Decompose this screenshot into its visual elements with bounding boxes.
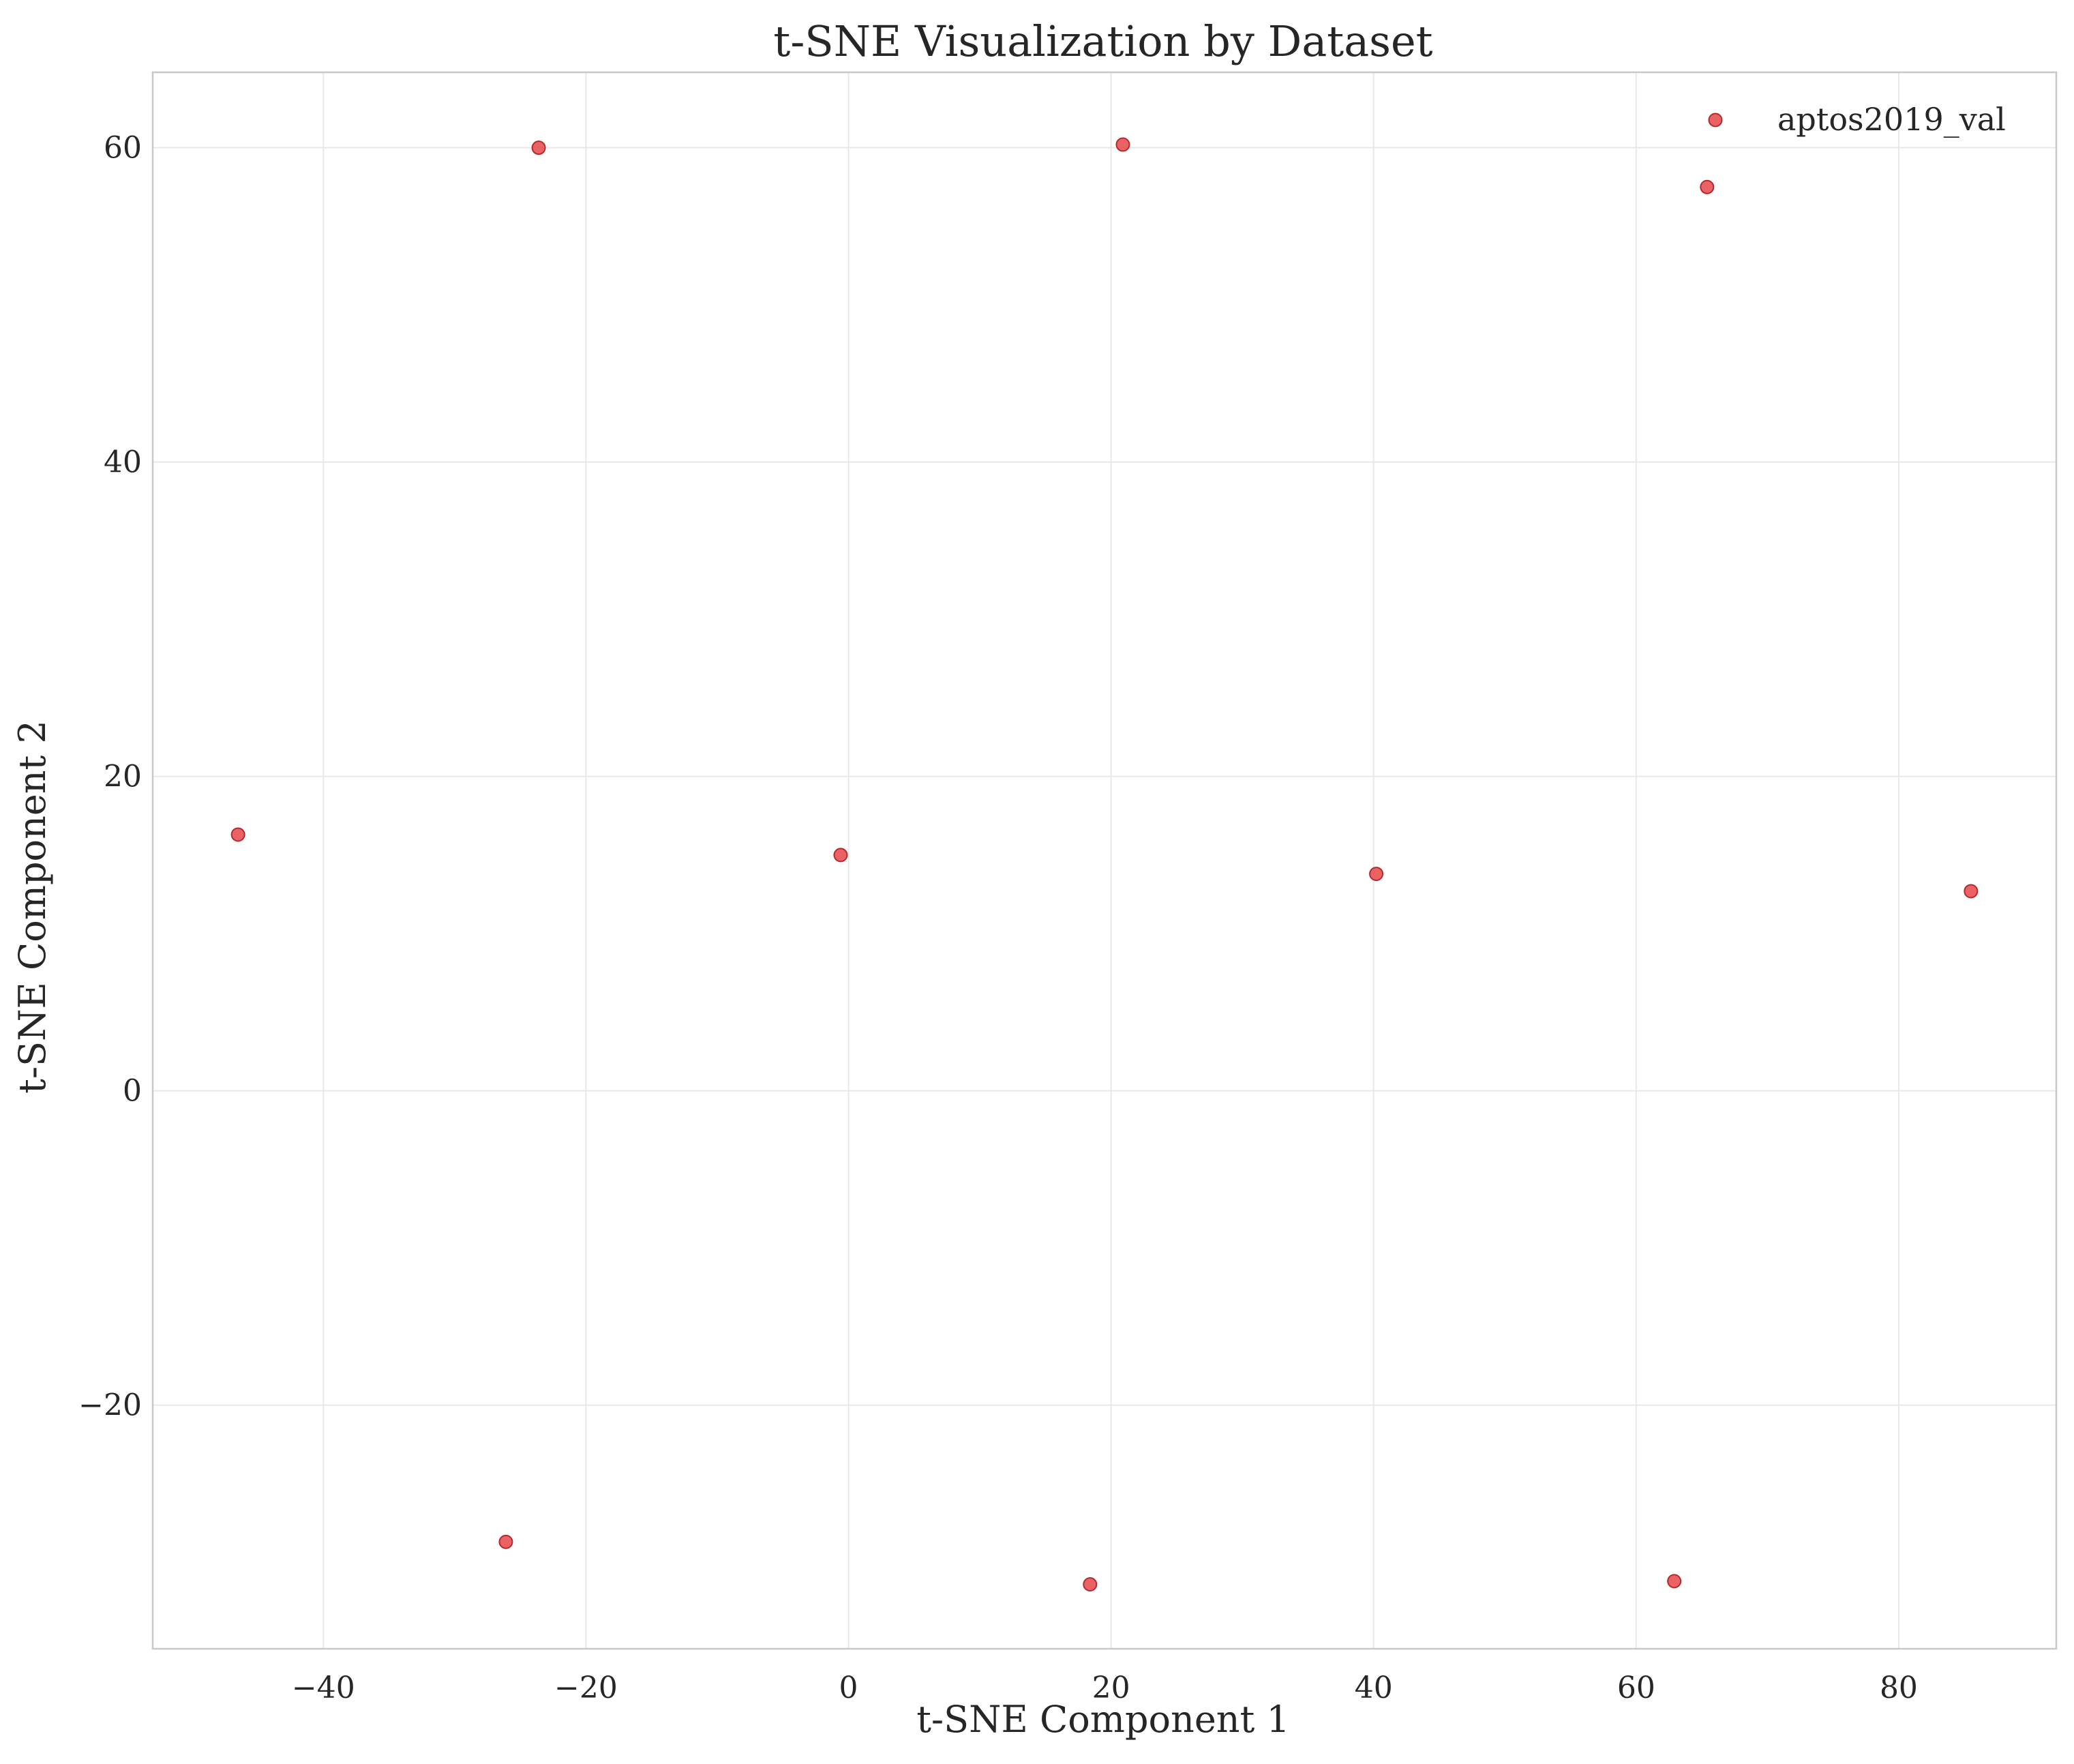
y-tick-label: 20 xyxy=(104,760,142,794)
y-tick-label: 40 xyxy=(104,445,142,480)
y-tick-label: 60 xyxy=(104,131,142,166)
legend: aptos2019_val xyxy=(1708,101,2006,138)
scatter-point xyxy=(1369,867,1384,882)
x-axis-label: t-SNE Component 1 xyxy=(916,1698,1290,1741)
x-tick-labels: −40 −20 0 20 40 60 80 xyxy=(292,1671,1918,1705)
scatter-point xyxy=(531,140,546,155)
scatter-point xyxy=(833,848,848,863)
y-axis-label: t-SNE Component 2 xyxy=(11,720,54,1094)
legend-label: aptos2019_val xyxy=(1777,101,2006,138)
x-tick-label: −40 xyxy=(292,1671,355,1705)
x-tick-label: 60 xyxy=(1617,1671,1655,1705)
y-tick-label: 0 xyxy=(123,1074,142,1109)
x-tick-label: 20 xyxy=(1092,1671,1130,1705)
x-tick-label: 40 xyxy=(1355,1671,1393,1705)
scatter-point xyxy=(230,827,245,842)
chart-title: t-SNE Visualization by Dataset xyxy=(773,16,1432,66)
x-tick-label: 80 xyxy=(1880,1671,1918,1705)
x-tick-label: −20 xyxy=(554,1671,618,1705)
scatter-point xyxy=(1964,884,1979,899)
scatter-point xyxy=(1115,137,1130,152)
plot-frame xyxy=(151,71,2058,1650)
y-tick-labels: −20 0 20 40 60 xyxy=(78,131,142,1423)
x-tick-label: 0 xyxy=(839,1671,858,1705)
y-tick-label: −20 xyxy=(78,1388,142,1423)
scatter-point xyxy=(1083,1576,1098,1591)
scatter-point xyxy=(1700,179,1715,194)
gridlines xyxy=(153,72,2056,1649)
scatter-point xyxy=(498,1534,513,1549)
scatter-points xyxy=(230,137,1979,1591)
legend-marker xyxy=(1708,113,1723,128)
scatter-point xyxy=(1667,1574,1682,1589)
